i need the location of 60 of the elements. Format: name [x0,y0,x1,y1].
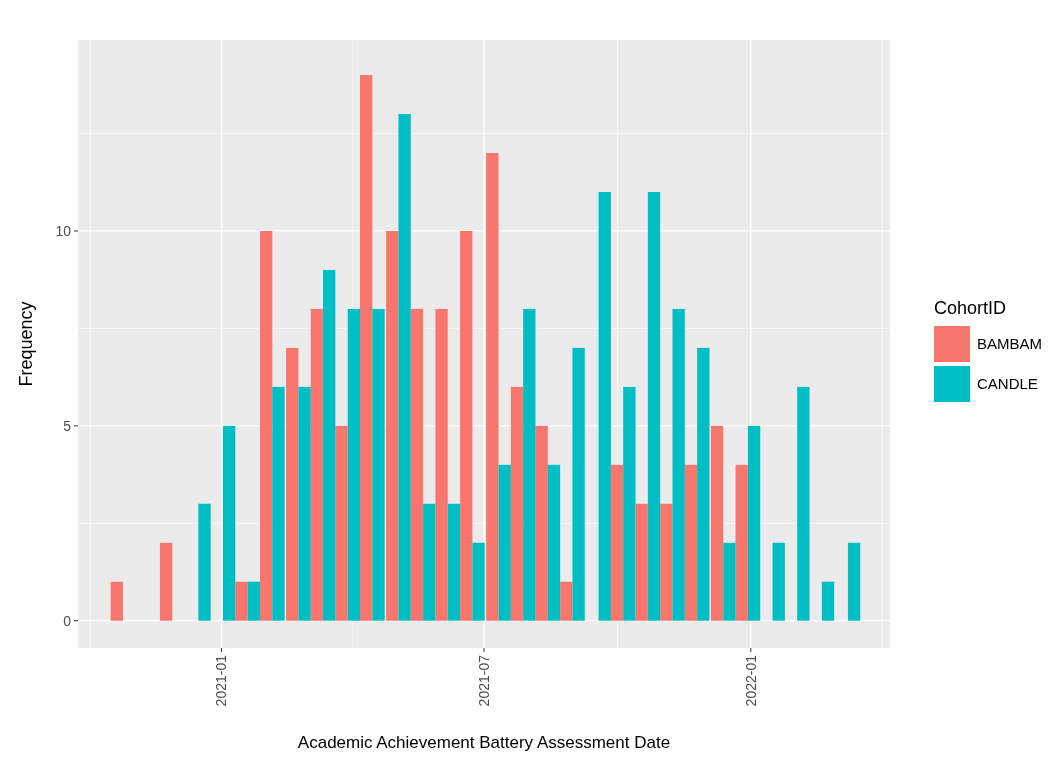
bar [198,503,211,621]
bar [635,503,648,621]
bar [723,542,736,621]
bar [472,542,485,621]
bar [272,386,285,621]
bar [335,425,348,621]
bar [821,581,835,621]
bar [623,386,636,621]
bar [697,347,710,621]
bar [560,581,573,621]
legend-label: BAMBAM [977,335,1043,353]
bar [498,464,511,621]
bar [159,542,173,621]
bar [797,386,810,621]
x-tick-label: 2022-01 [742,654,759,707]
legend-label: CANDLE [977,375,1038,393]
bar [535,425,548,621]
bar [547,464,561,621]
bar [523,308,536,621]
x-tick-label: 2021-07 [475,654,492,707]
bar [647,192,661,621]
bar [398,114,411,621]
bar [598,192,611,621]
bar [410,308,424,621]
bar [486,153,499,621]
bar [684,464,698,621]
x-tick-label: 2021-01 [213,654,230,707]
bar [447,503,461,621]
y-axis-title: Frequency [16,301,36,387]
bar [672,308,685,621]
bar [310,308,324,621]
bar [735,464,748,621]
y-tick-label: 5 [63,417,72,434]
bar [235,581,248,621]
bar [323,269,336,621]
bar [247,581,260,621]
bar [435,308,448,621]
legend-title: CohortID [934,298,1007,318]
bar [110,581,123,621]
bar [347,308,361,621]
bar [298,386,311,621]
bar [747,425,761,621]
bar [286,347,299,621]
bar [372,308,385,621]
bar [572,347,585,621]
bar [223,425,236,621]
bar [660,503,673,621]
bar [610,464,624,621]
bar [460,230,473,621]
bar [386,230,399,621]
bar [710,425,724,621]
bar [360,75,373,621]
x-axis-title: Academic Achievement Battery Assessment Date [297,733,671,752]
y-tick-label: 10 [55,222,72,239]
bar [259,230,273,621]
bar [847,542,861,621]
y-tick-label: 0 [63,612,72,629]
bar [423,503,436,621]
bar [510,386,524,621]
bar [772,542,785,621]
